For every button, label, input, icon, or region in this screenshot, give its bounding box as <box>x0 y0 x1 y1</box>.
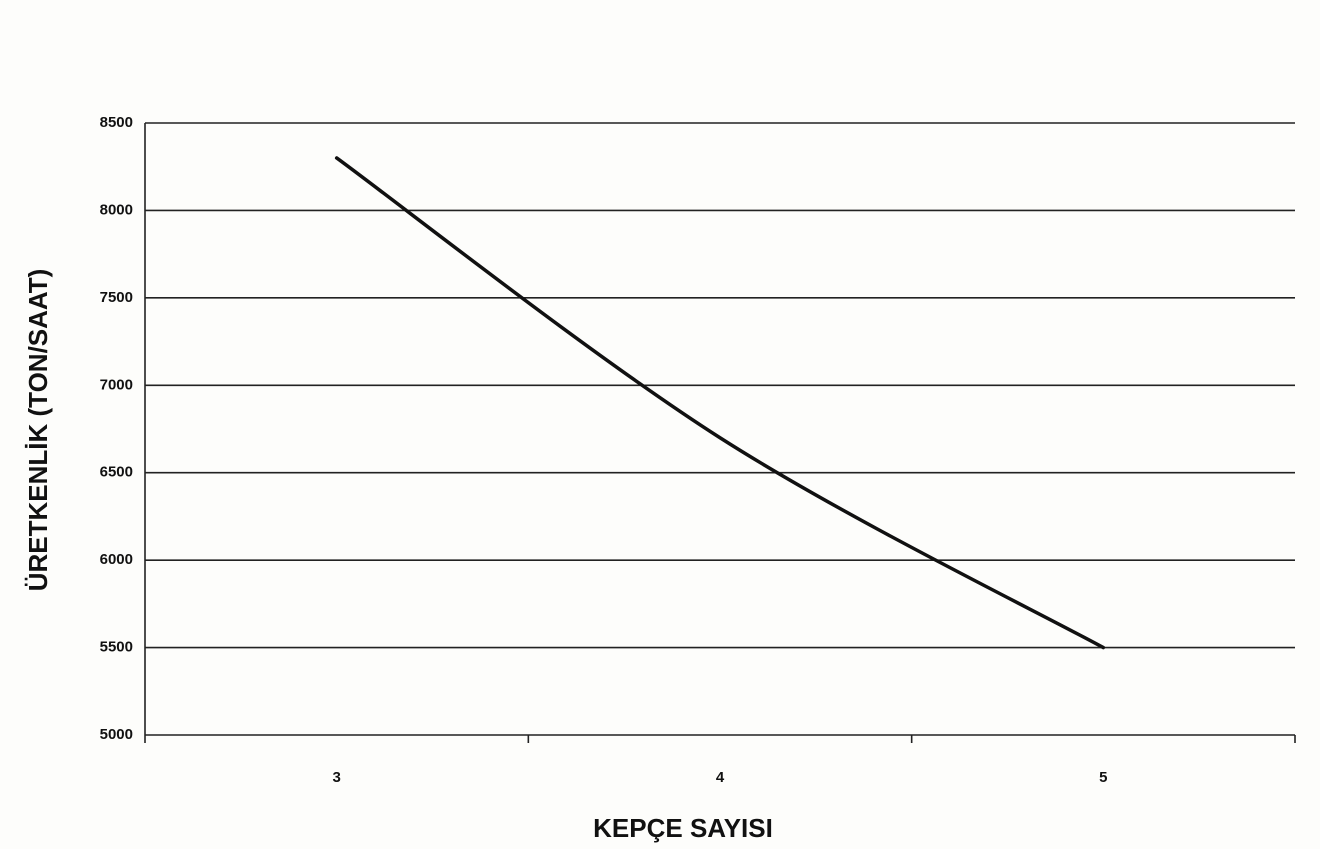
y-tick-label: 8000 <box>100 201 133 218</box>
y-tick-label: 7500 <box>100 289 133 306</box>
y-tick-label: 5500 <box>100 639 133 656</box>
y-tick-label: 8500 <box>100 114 133 131</box>
x-tick-label: 3 <box>332 769 340 786</box>
y-axis-title: ÜRETKENLİK (TON/SAAT) <box>23 269 53 592</box>
x-tick-label: 4 <box>716 769 725 786</box>
data-line <box>334 156 1106 650</box>
x-tick-label: 5 <box>1099 769 1107 786</box>
y-tick-label: 7000 <box>100 376 133 393</box>
y-tick-label: 6000 <box>100 551 133 568</box>
y-tick-label: 6500 <box>100 464 133 481</box>
y-tick-label: 5000 <box>100 726 133 743</box>
x-axis-title: KEPÇE SAYISI <box>593 813 773 843</box>
